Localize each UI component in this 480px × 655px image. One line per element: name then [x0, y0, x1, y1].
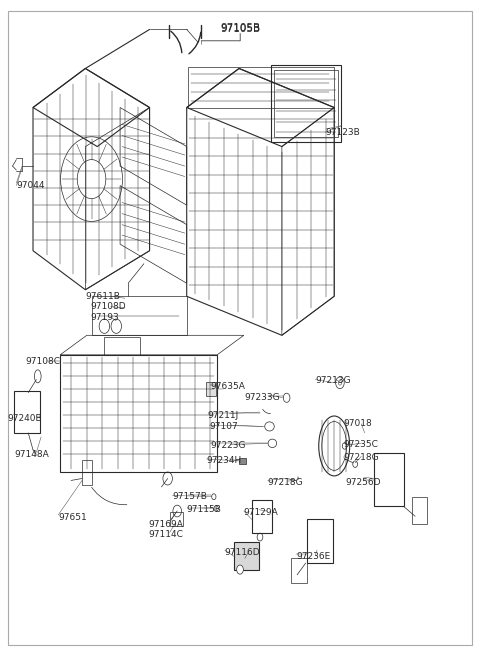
Text: 97157B: 97157B [172, 492, 207, 501]
Text: 97123B: 97123B [325, 128, 360, 137]
Text: 97256D: 97256D [346, 478, 381, 487]
Text: 97108D: 97108D [90, 302, 126, 311]
Bar [274, 70, 338, 138]
Bar [271, 66, 341, 142]
Text: 97105B: 97105B [220, 24, 260, 35]
Bar [104, 337, 140, 355]
Text: 97218G: 97218G [267, 478, 303, 487]
Text: 97218G: 97218G [344, 453, 379, 462]
Text: 97213G: 97213G [315, 377, 351, 385]
Bar [307, 519, 333, 563]
Bar [412, 496, 427, 524]
Text: 97235C: 97235C [344, 440, 379, 449]
Text: 97211J: 97211J [208, 411, 239, 420]
Bar [169, 512, 183, 526]
Text: 97148A: 97148A [14, 450, 49, 459]
Text: 97651: 97651 [58, 513, 87, 522]
Text: 97116D: 97116D [225, 548, 260, 557]
Bar [239, 458, 246, 464]
Text: 97240B: 97240B [8, 414, 42, 423]
Text: 97115B: 97115B [187, 505, 222, 514]
Text: 97129A: 97129A [244, 508, 278, 517]
Text: 97193: 97193 [90, 312, 119, 322]
Text: 97108C: 97108C [25, 357, 60, 366]
Bar [188, 67, 334, 107]
Bar [206, 381, 216, 396]
Text: 97105B: 97105B [220, 23, 260, 33]
Text: 97018: 97018 [344, 419, 372, 428]
Bar [14, 390, 40, 433]
Text: 97234H: 97234H [207, 457, 242, 466]
Bar [82, 460, 93, 485]
Text: 97611B: 97611B [85, 291, 120, 301]
Bar [291, 558, 307, 583]
Text: 97236E: 97236E [296, 552, 330, 561]
Text: 97169A: 97169A [149, 519, 183, 529]
Bar [374, 453, 404, 506]
Ellipse shape [237, 565, 243, 574]
Text: 97114C: 97114C [149, 530, 183, 539]
Bar [252, 500, 272, 533]
Bar [234, 542, 259, 570]
Text: 97107: 97107 [209, 422, 238, 431]
Text: 97635A: 97635A [211, 382, 245, 390]
Text: 97223G: 97223G [211, 441, 246, 451]
Text: 97044: 97044 [16, 181, 45, 190]
Text: 97233G: 97233G [245, 392, 280, 402]
